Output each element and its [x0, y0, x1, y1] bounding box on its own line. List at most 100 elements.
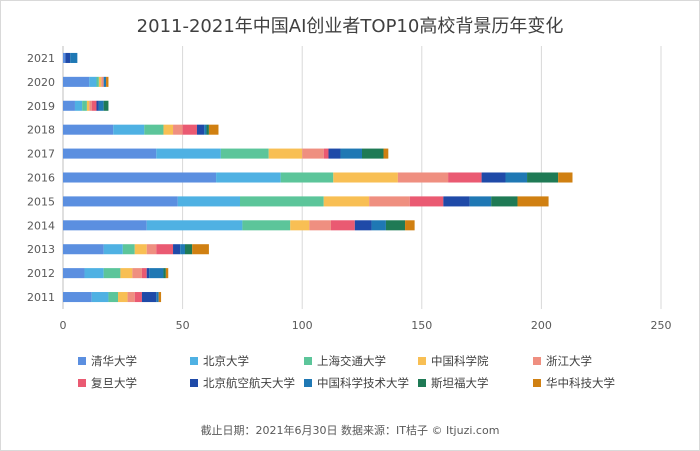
bar-segment: [208, 124, 219, 135]
bar-segment: [96, 100, 99, 111]
legend-swatch: [533, 379, 541, 387]
legend-swatch: [533, 357, 541, 365]
bar-segment: [91, 100, 97, 111]
legend-swatch: [304, 379, 312, 387]
legend-item: 上海交通大学: [304, 353, 386, 369]
legend-swatch: [78, 357, 86, 365]
x-tick-label: 100: [292, 319, 313, 332]
bar-segment: [180, 244, 185, 255]
legend-label: 浙江大学: [546, 354, 592, 368]
bar-segment: [371, 220, 386, 231]
bar-segment: [383, 148, 389, 159]
chart-footer: 截止日期：2021年6月30日 数据来源：IT桔子 © Itjuzi.com: [200, 424, 500, 437]
bar-segment: [409, 196, 444, 207]
bar-segment: [443, 196, 470, 207]
x-tick-label: 200: [531, 319, 552, 332]
legend-label: 华中科技大学: [546, 376, 615, 390]
bar-segment: [63, 124, 114, 135]
y-tick-label: 2017: [27, 148, 55, 161]
bar-segment: [63, 268, 85, 279]
legend-item: 复旦大学: [78, 375, 137, 391]
bar-segment: [82, 100, 87, 111]
y-tick-label: 2013: [27, 243, 55, 256]
bar-segment: [156, 244, 174, 255]
bar-segment: [103, 76, 107, 87]
bar-segment: [216, 172, 281, 183]
legend-item: 北京大学: [190, 353, 249, 369]
legend-item: 北京航空航天大学: [190, 375, 295, 391]
bar-segment: [505, 172, 528, 183]
bar-segment: [89, 100, 92, 111]
bar-segment: [134, 244, 147, 255]
y-tick-label: 2015: [27, 195, 55, 208]
x-tick-label: 150: [411, 319, 432, 332]
bar-segment: [182, 124, 197, 135]
bar-segment: [91, 292, 109, 303]
bar-segment: [63, 100, 75, 111]
bar-segment: [118, 292, 128, 303]
bar-segment: [204, 124, 207, 135]
bar-segment: [65, 52, 71, 63]
legend-label: 北京航空航天大学: [203, 376, 295, 390]
legend-swatch: [190, 357, 198, 365]
bar-segment: [385, 220, 406, 231]
bar-segment: [63, 52, 66, 63]
bar-segment: [63, 196, 178, 207]
legend-item: 浙江大学: [533, 353, 592, 369]
legend-label: 清华大学: [91, 354, 137, 368]
bar-segment: [134, 292, 142, 303]
bar-segment: [328, 148, 341, 159]
bar-segment: [192, 244, 209, 255]
bar-segment: [165, 268, 169, 279]
bar-segment: [149, 268, 164, 279]
bar-segment: [196, 124, 205, 135]
bar-segment: [98, 100, 104, 111]
bar-segment: [369, 196, 410, 207]
bar-segment: [323, 148, 329, 159]
legend-label: 中国科学技术大学: [317, 376, 409, 390]
bar-segment: [70, 52, 78, 63]
bar-segment: [127, 292, 135, 303]
bar-segment: [108, 292, 119, 303]
bar-segment: [173, 124, 183, 135]
bar-segment: [113, 124, 145, 135]
bar-segment: [323, 196, 370, 207]
y-tick-label: 2011: [27, 291, 55, 304]
legend-swatch: [304, 357, 312, 365]
bar-segment: [330, 220, 355, 231]
bar-segment: [132, 268, 142, 279]
legend-swatch: [418, 357, 426, 365]
bar-segment: [63, 220, 147, 231]
bar-segment: [469, 196, 492, 207]
bar-segment: [333, 172, 398, 183]
bar-segment: [242, 220, 291, 231]
y-tick-label: 2012: [27, 267, 55, 280]
bar-segment: [156, 148, 221, 159]
bar-segment: [122, 244, 135, 255]
bar-segment: [101, 76, 104, 87]
bar-segment: [63, 292, 92, 303]
bar-segment: [63, 172, 217, 183]
bar-segment: [481, 172, 506, 183]
bar-segment: [103, 268, 121, 279]
bar-segment: [89, 76, 97, 87]
bar-segment: [146, 220, 243, 231]
legend-item: 清华大学: [78, 353, 137, 369]
bar-segment: [280, 172, 334, 183]
x-tick-label: 0: [60, 319, 67, 332]
bar-segment: [144, 124, 164, 135]
bar-segment: [491, 196, 518, 207]
bar-segment: [173, 244, 181, 255]
bar-segment: [141, 292, 157, 303]
bar-segment: [354, 220, 372, 231]
legend-label: 北京大学: [203, 354, 249, 368]
bar-segment: [103, 100, 109, 111]
bar-segment: [106, 76, 109, 87]
bar-segment: [63, 76, 90, 87]
bar-segment: [96, 76, 99, 87]
x-tick-label: 250: [651, 319, 672, 332]
bar-segment: [340, 148, 362, 159]
legend-label: 斯坦福大学: [431, 376, 489, 390]
y-tick-label: 2019: [27, 100, 55, 113]
bar-segment: [177, 196, 241, 207]
